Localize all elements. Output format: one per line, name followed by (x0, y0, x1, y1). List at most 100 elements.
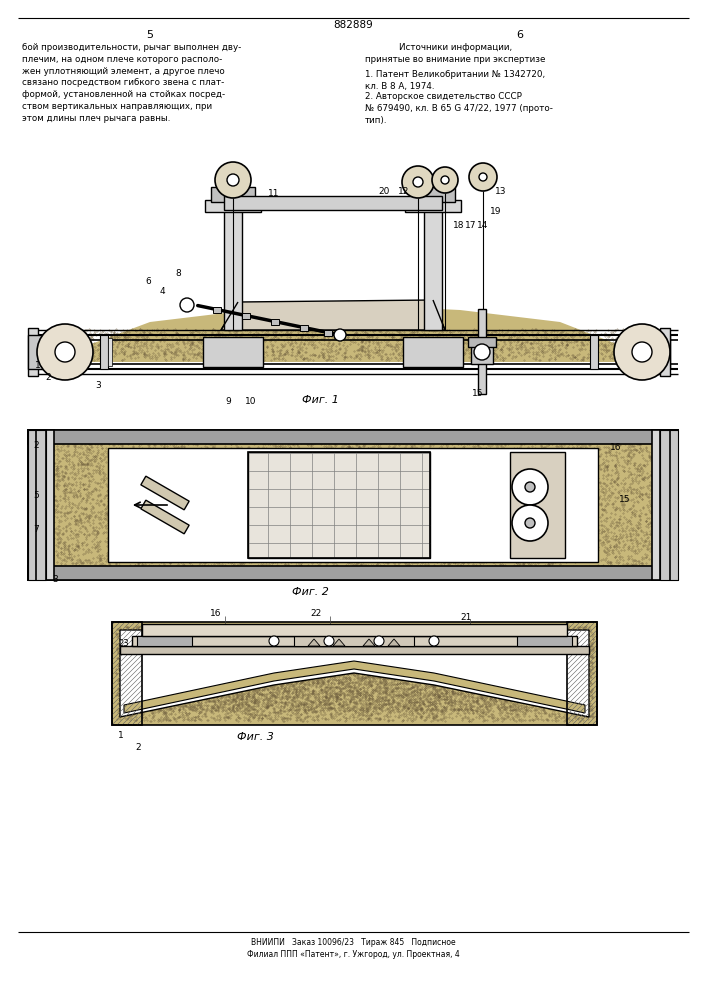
Bar (132, 636, 577, 646)
Bar (213, 306, 221, 312)
Bar (517, 636, 572, 646)
Bar (405, 200, 461, 212)
Circle shape (525, 482, 535, 492)
Text: 18: 18 (453, 222, 464, 231)
Text: 8: 8 (175, 269, 181, 278)
Circle shape (429, 636, 439, 646)
Bar (660, 430, 678, 580)
Circle shape (432, 167, 458, 193)
Bar (137, 636, 192, 646)
Circle shape (180, 298, 194, 312)
Polygon shape (388, 639, 400, 646)
Bar (271, 318, 279, 324)
Bar (478, 309, 486, 394)
Text: 1. Патент Великобритании № 1342720,
кл. В 8 А, 1974.: 1. Патент Великобритании № 1342720, кл. … (365, 70, 545, 91)
Circle shape (334, 329, 346, 341)
Bar (28, 430, 678, 444)
Bar (567, 622, 597, 725)
Bar (120, 646, 589, 654)
Text: 21: 21 (460, 612, 472, 621)
Text: 14: 14 (477, 222, 489, 231)
Circle shape (632, 342, 652, 362)
Polygon shape (43, 305, 663, 362)
Text: 19: 19 (490, 208, 501, 217)
Bar (590, 335, 598, 369)
Text: 13: 13 (495, 188, 506, 196)
Bar (211, 187, 255, 202)
Bar (28, 430, 46, 580)
Bar (203, 337, 263, 367)
Circle shape (413, 177, 423, 187)
Text: 3: 3 (95, 380, 101, 389)
Bar (28, 430, 678, 580)
Bar (242, 312, 250, 318)
Bar (471, 339, 493, 364)
Bar (510, 452, 565, 558)
Bar (567, 622, 597, 725)
Circle shape (402, 166, 434, 198)
Bar (300, 324, 308, 330)
Polygon shape (308, 639, 320, 646)
Text: 4: 4 (160, 288, 165, 296)
Circle shape (479, 173, 487, 181)
Bar (248, 452, 430, 558)
Bar (517, 636, 572, 646)
Circle shape (512, 505, 548, 541)
Bar (652, 430, 678, 580)
Text: 1: 1 (118, 730, 124, 740)
Circle shape (512, 469, 548, 505)
Bar (28, 328, 38, 376)
Circle shape (441, 176, 449, 184)
Bar (112, 622, 142, 725)
Bar (325, 330, 332, 336)
Polygon shape (141, 500, 189, 534)
Bar (411, 187, 455, 202)
Bar (648, 335, 670, 369)
Text: Фиг. 1: Фиг. 1 (302, 395, 339, 405)
Text: 2: 2 (45, 372, 51, 381)
Text: 11: 11 (268, 190, 279, 198)
Bar (424, 210, 442, 330)
Bar (28, 335, 50, 369)
Circle shape (525, 518, 535, 528)
Text: 5: 5 (146, 30, 153, 40)
Circle shape (55, 342, 75, 362)
Circle shape (614, 324, 670, 380)
Bar (294, 636, 414, 646)
Text: 23: 23 (118, 640, 129, 648)
Text: 16: 16 (610, 442, 621, 452)
Text: 15: 15 (472, 388, 484, 397)
Bar (224, 196, 442, 210)
Circle shape (269, 636, 279, 646)
Circle shape (374, 636, 384, 646)
Text: Фиг. 2: Фиг. 2 (291, 587, 329, 597)
Circle shape (469, 163, 497, 191)
Bar (108, 338, 112, 366)
Text: ВНИИПИ   Заказ 10096/23   Тираж 845   Подписное
Филиал ППП «Патент», г. Ужгород,: ВНИИПИ Заказ 10096/23 Тираж 845 Подписно… (247, 938, 460, 959)
Bar (112, 622, 142, 725)
Bar (100, 335, 108, 369)
Bar (112, 622, 597, 725)
Polygon shape (333, 639, 345, 646)
Text: 6: 6 (517, 30, 523, 40)
Bar (137, 636, 192, 646)
Text: 1: 1 (35, 361, 41, 370)
Bar (205, 200, 261, 212)
Text: Источники информации,
принятые во внимание при экспертизе: Источники информации, принятые во вниман… (365, 43, 545, 64)
Polygon shape (124, 661, 585, 713)
Text: 5: 5 (33, 490, 39, 499)
Text: 9: 9 (225, 397, 231, 406)
Text: 15: 15 (619, 495, 631, 504)
Text: 2. Авторское свидетельство СССР
№ 679490, кл. В 65 G 47/22, 1977 (прото-
тип).: 2. Авторское свидетельство СССР № 679490… (365, 92, 553, 125)
Bar (228, 180, 238, 196)
Circle shape (215, 162, 251, 198)
Text: 10: 10 (245, 397, 257, 406)
Bar (28, 430, 54, 580)
Circle shape (227, 174, 239, 186)
Bar (28, 566, 678, 580)
Text: 17: 17 (465, 222, 477, 231)
Text: 20: 20 (378, 188, 390, 196)
Bar (248, 452, 430, 558)
Bar (142, 624, 567, 636)
Polygon shape (221, 300, 445, 330)
